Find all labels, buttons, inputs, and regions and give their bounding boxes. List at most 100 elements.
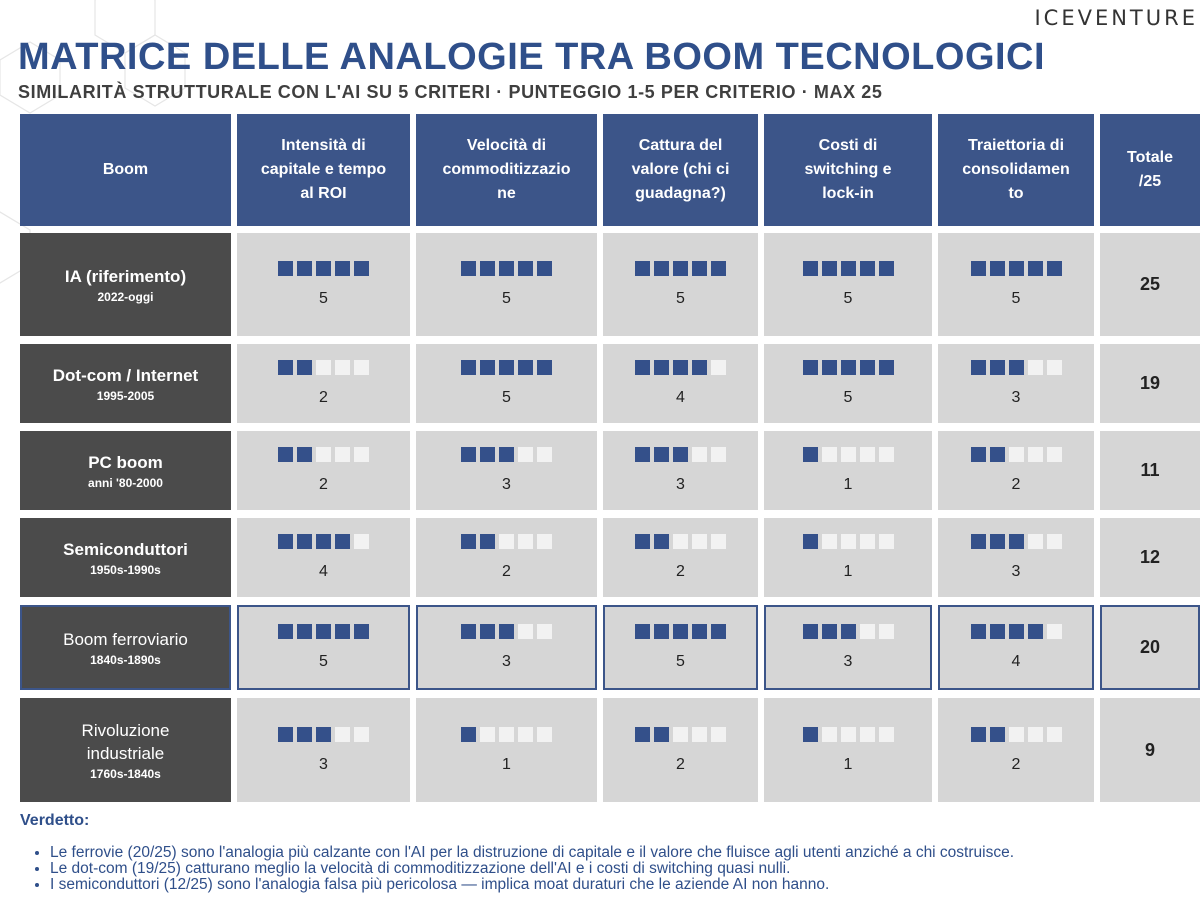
filled-square <box>821 360 837 375</box>
empty-square <box>878 534 894 549</box>
score-cell: 2 <box>237 344 410 423</box>
score-cell: 5 <box>764 344 932 423</box>
filled-square <box>480 447 495 462</box>
score-value: 1 <box>843 755 853 773</box>
filled-square <box>297 624 312 639</box>
filled-square <box>297 447 312 462</box>
score-value: 5 <box>676 290 685 307</box>
empty-square <box>354 447 369 462</box>
filled-square <box>316 534 331 549</box>
verdict-item: Le ferrovie (20/25) sono l'analogia più … <box>50 845 1014 861</box>
filled-square <box>480 261 495 276</box>
empty-square <box>711 360 726 375</box>
empty-square <box>354 360 369 375</box>
score-value: 5 <box>676 653 685 670</box>
filled-square <box>297 360 312 375</box>
total-cell: 12 <box>1100 518 1200 597</box>
filled-square <box>297 261 312 276</box>
score-value: 4 <box>319 563 328 580</box>
row-label: Boom ferroviario 1840s-1890s <box>20 605 231 690</box>
empty-square <box>1046 726 1062 742</box>
filled-square <box>802 726 818 742</box>
header-line: ne <box>497 185 516 202</box>
filled-square <box>989 726 1005 742</box>
score-value: 3 <box>843 653 853 670</box>
filled-square <box>537 261 552 276</box>
filled-square <box>480 360 495 375</box>
score-cell: 3 <box>938 344 1094 423</box>
score-squares <box>278 534 369 549</box>
header-line: to <box>1008 185 1024 202</box>
score-value: 5 <box>843 290 853 307</box>
column-header: Velocità di commoditizzazio ne <box>416 114 597 226</box>
score-value: 3 <box>1011 563 1021 580</box>
score-value: 3 <box>502 653 511 670</box>
filled-square <box>297 534 312 549</box>
boom-years: anni '80-2000 <box>88 476 163 490</box>
empty-square <box>499 534 514 549</box>
score-cell: 4 <box>237 518 410 597</box>
filled-square <box>335 534 350 549</box>
empty-square <box>859 624 875 639</box>
total-cell: 20 <box>1100 605 1200 690</box>
score-value: 2 <box>319 389 328 406</box>
filled-square <box>316 624 331 639</box>
filled-square <box>654 261 669 276</box>
score-cell: 3 <box>938 518 1094 597</box>
score-value: 2 <box>676 755 685 773</box>
header-line: Traiettoria di <box>967 137 1065 154</box>
score-cell: 2 <box>603 698 758 802</box>
empty-square <box>692 726 707 742</box>
filled-square <box>970 261 986 276</box>
empty-square <box>1027 447 1043 462</box>
empty-square <box>1027 726 1043 742</box>
empty-square <box>1027 360 1043 375</box>
filled-square <box>989 624 1005 639</box>
verdict-list: Le ferrovie (20/25) sono l'analogia più … <box>50 845 1014 893</box>
score-squares <box>970 534 1062 549</box>
empty-square <box>878 624 894 639</box>
score-value: 1 <box>502 755 511 773</box>
filled-square <box>1008 261 1024 276</box>
empty-square <box>859 726 875 742</box>
row-label: Dot-com / Internet 1995-2005 <box>20 344 231 423</box>
filled-square <box>635 624 650 639</box>
empty-square <box>480 726 495 742</box>
empty-square <box>878 447 894 462</box>
boom-years: 1950s-1990s <box>90 563 161 577</box>
filled-square <box>989 447 1005 462</box>
score-squares <box>635 360 726 375</box>
empty-square <box>354 726 369 742</box>
empty-square <box>1046 624 1062 639</box>
header-line: Totale <box>1127 149 1173 166</box>
score-squares <box>802 360 894 375</box>
filled-square <box>840 624 856 639</box>
score-cell: 5 <box>416 233 597 336</box>
score-squares <box>461 624 552 639</box>
filled-square <box>711 261 726 276</box>
header-line: consolidamen <box>962 161 1070 178</box>
empty-square <box>711 534 726 549</box>
score-value: 5 <box>843 389 853 406</box>
empty-square <box>878 726 894 742</box>
score-squares <box>635 534 726 549</box>
column-header: Intensità di capitale e tempo al ROI <box>237 114 410 226</box>
total-cell: 25 <box>1100 233 1200 336</box>
score-cell: 2 <box>938 431 1094 510</box>
score-cell: 2 <box>938 698 1094 802</box>
filled-square <box>1046 261 1062 276</box>
filled-square <box>635 261 650 276</box>
score-value: 2 <box>502 563 511 580</box>
filled-square <box>654 447 669 462</box>
score-squares <box>802 534 894 549</box>
header-line: valore (chi ci <box>631 161 730 178</box>
column-header: Costi di switching e lock-in <box>764 114 932 226</box>
filled-square <box>1008 360 1024 375</box>
empty-square <box>316 360 331 375</box>
filled-square <box>278 447 293 462</box>
filled-square <box>859 261 875 276</box>
column-header: Boom <box>20 114 231 226</box>
empty-square <box>335 726 350 742</box>
score-value: 5 <box>319 653 328 670</box>
filled-square <box>989 534 1005 549</box>
